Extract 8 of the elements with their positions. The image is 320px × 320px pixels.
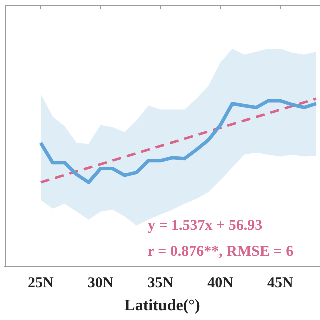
x-tick-label: 45N (268, 276, 294, 292)
annotation: y = 1.537x + 56.93 (148, 218, 263, 234)
x-tick-label: 40N (208, 276, 234, 292)
x-tick-label: 30N (88, 276, 114, 292)
x-axis-title: Latitude(°) (124, 298, 200, 315)
x-tick-label: 35N (148, 276, 174, 292)
annotation: r = 0.876**, RMSE = 6 (148, 244, 294, 260)
x-tick-label: 25N (28, 276, 54, 292)
